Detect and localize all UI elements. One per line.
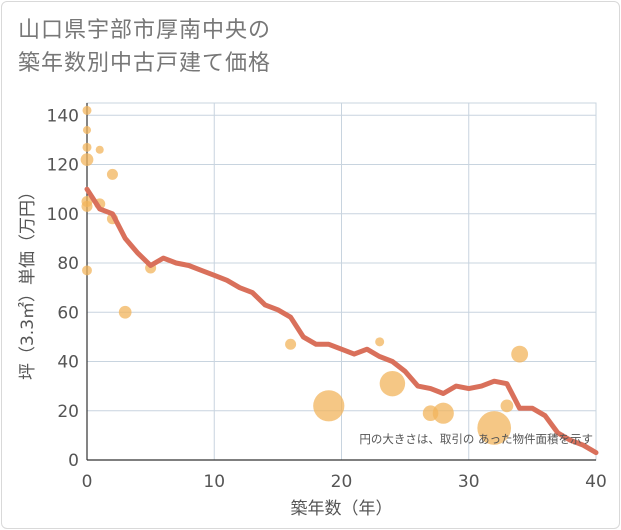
data-bubble — [82, 105, 92, 115]
data-bubble — [82, 126, 92, 135]
data-bubble — [95, 145, 104, 154]
y-tick-label: 20 — [57, 402, 79, 422]
x-axis-title: 築年数（年） — [291, 499, 393, 519]
data-bubble — [375, 337, 385, 347]
data-bubble — [511, 345, 529, 363]
x-tick-label: 10 — [203, 472, 225, 492]
chart-title-line-2: 築年数別中古戸建て価格 — [18, 51, 272, 76]
data-bubble — [313, 390, 345, 422]
x-tick-label: 40 — [585, 472, 607, 492]
tick-labels: 0 10 20 30 40 0 20 40 60 80 100 120 140 — [47, 106, 607, 492]
data-bubble — [106, 168, 118, 180]
y-tick-label: 0 — [68, 451, 79, 471]
y-tick-label: 80 — [57, 254, 79, 274]
x-tick-label: 0 — [82, 472, 93, 492]
data-bubble — [432, 402, 454, 424]
data-bubble — [82, 265, 92, 276]
data-bubble — [81, 200, 93, 212]
y-tick-label: 140 — [47, 106, 79, 126]
x-tick-label: 20 — [331, 472, 353, 492]
data-bubble — [118, 305, 132, 319]
data-bubble — [285, 338, 297, 350]
data-bubble — [379, 370, 406, 397]
y-tick-label: 60 — [57, 303, 79, 323]
y-tick-label: 100 — [47, 205, 79, 225]
data-bubble — [80, 153, 94, 166]
y-tick-label: 40 — [57, 353, 79, 373]
y-axis-title: 坪（3.3㎡）単価（万円） — [18, 183, 38, 380]
data-bubble — [500, 399, 514, 413]
data-bubble — [82, 142, 92, 152]
data-bubble — [477, 411, 512, 445]
y-tick-label: 120 — [47, 156, 79, 176]
chart-title: 山口県宇部市厚南中央の 築年数別中古戸建て価格 — [18, 14, 271, 80]
chart-title-line-1: 山口県宇部市厚南中央の — [18, 18, 272, 43]
x-tick-label: 30 — [458, 472, 480, 492]
trend-line — [84, 186, 599, 456]
size-legend-note: 円の大きさは、取引の あった物件面積を示す — [359, 432, 593, 446]
